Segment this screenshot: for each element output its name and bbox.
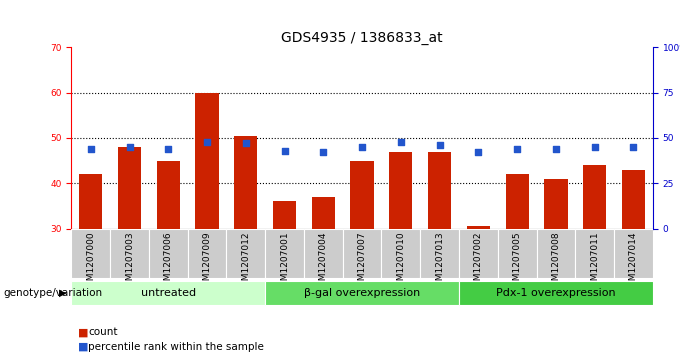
Bar bbox=[156, 160, 180, 229]
Bar bbox=[459, 229, 498, 278]
Point bbox=[85, 146, 97, 152]
Text: GSM1207008: GSM1207008 bbox=[551, 231, 560, 292]
Bar bbox=[389, 151, 413, 229]
Bar bbox=[265, 229, 304, 278]
Point bbox=[511, 146, 522, 152]
Point bbox=[318, 150, 329, 155]
Text: GSM1207011: GSM1207011 bbox=[590, 231, 599, 292]
Text: GSM1207002: GSM1207002 bbox=[474, 231, 483, 291]
Text: GSM1207013: GSM1207013 bbox=[435, 231, 444, 292]
Bar bbox=[188, 229, 226, 278]
Text: ■: ■ bbox=[78, 342, 88, 352]
Bar bbox=[466, 227, 490, 229]
Point bbox=[589, 144, 600, 150]
Point bbox=[551, 146, 562, 152]
Bar bbox=[622, 170, 645, 229]
Bar bbox=[71, 281, 265, 305]
Point bbox=[395, 139, 406, 144]
Bar bbox=[304, 229, 343, 278]
Bar bbox=[311, 197, 335, 229]
Bar bbox=[381, 229, 420, 278]
Bar bbox=[234, 136, 258, 229]
Point bbox=[279, 148, 290, 154]
Bar bbox=[195, 93, 219, 229]
Point bbox=[473, 150, 483, 155]
Text: GSM1207009: GSM1207009 bbox=[203, 231, 211, 292]
Bar bbox=[575, 229, 614, 278]
Bar bbox=[537, 229, 575, 278]
Bar bbox=[343, 229, 381, 278]
Point bbox=[628, 144, 639, 150]
Text: β-gal overexpression: β-gal overexpression bbox=[304, 288, 420, 298]
Text: Pdx-1 overexpression: Pdx-1 overexpression bbox=[496, 288, 615, 298]
Point bbox=[434, 142, 445, 148]
Bar bbox=[459, 281, 653, 305]
Point bbox=[241, 140, 252, 146]
Bar bbox=[428, 151, 452, 229]
Bar bbox=[614, 229, 653, 278]
Text: GSM1207000: GSM1207000 bbox=[86, 231, 95, 292]
Bar bbox=[149, 229, 188, 278]
Point bbox=[124, 144, 135, 150]
Bar bbox=[265, 281, 459, 305]
Bar bbox=[544, 179, 568, 229]
Text: GSM1207014: GSM1207014 bbox=[629, 231, 638, 291]
Text: GSM1207007: GSM1207007 bbox=[358, 231, 367, 292]
Bar bbox=[226, 229, 265, 278]
Text: GSM1207001: GSM1207001 bbox=[280, 231, 289, 292]
Text: GSM1207004: GSM1207004 bbox=[319, 231, 328, 291]
Bar bbox=[110, 229, 149, 278]
Point bbox=[163, 146, 173, 152]
Text: genotype/variation: genotype/variation bbox=[3, 288, 103, 298]
Bar bbox=[79, 174, 103, 229]
Text: count: count bbox=[88, 327, 118, 337]
Point bbox=[201, 139, 212, 144]
Bar bbox=[273, 201, 296, 229]
Bar bbox=[350, 160, 374, 229]
Text: GSM1207010: GSM1207010 bbox=[396, 231, 405, 292]
Point bbox=[356, 144, 367, 150]
Bar bbox=[118, 147, 141, 229]
Bar bbox=[71, 229, 110, 278]
Text: untreated: untreated bbox=[141, 288, 196, 298]
Bar bbox=[498, 229, 537, 278]
Bar bbox=[420, 229, 459, 278]
Text: GSM1207006: GSM1207006 bbox=[164, 231, 173, 292]
Text: percentile rank within the sample: percentile rank within the sample bbox=[88, 342, 265, 352]
Text: ■: ■ bbox=[78, 327, 88, 337]
Text: GSM1207005: GSM1207005 bbox=[513, 231, 522, 292]
Text: ▶: ▶ bbox=[59, 288, 67, 298]
Text: GSM1207003: GSM1207003 bbox=[125, 231, 134, 292]
Title: GDS4935 / 1386833_at: GDS4935 / 1386833_at bbox=[282, 31, 443, 45]
Text: GSM1207012: GSM1207012 bbox=[241, 231, 250, 291]
Bar bbox=[583, 165, 607, 229]
Bar bbox=[505, 174, 529, 229]
